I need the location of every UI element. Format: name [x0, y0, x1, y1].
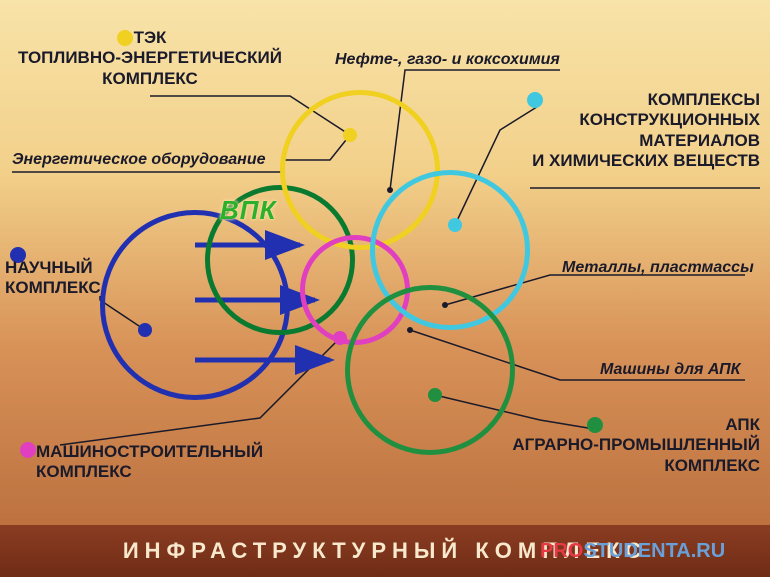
label-science: НАУЧНЫЙ КОМПЛЕКС: [5, 258, 101, 299]
watermark-pre: PRO: [540, 540, 583, 562]
label-materials: КОМПЛЕКСЫ КОНСТРУКЦИОННЫХ МАТЕРИАЛОВ И Х…: [500, 90, 760, 172]
inner-dot-apkm: [407, 327, 413, 333]
inner-dot-green: [428, 388, 442, 402]
inner-dot-metals: [442, 302, 448, 308]
inner-dot-blue: [138, 323, 152, 337]
inner-dot-yellow: [343, 128, 357, 142]
watermark: PROSTUDENTA.RU: [540, 540, 725, 563]
label-tek: ТЭК ТОПЛИВНО-ЭНЕРГЕТИЧЕСКИЙ КОМПЛЕКС: [10, 28, 290, 89]
inner-dot-magenta: [333, 331, 347, 345]
inner-dot-cyan: [448, 218, 462, 232]
circle-green: [345, 285, 515, 455]
inner-dot-chem: [387, 187, 393, 193]
dot-machine: [20, 442, 36, 458]
label-vpk: ВПК: [220, 195, 276, 226]
label-apkm: Машины для АПК: [600, 360, 740, 379]
label-machine: МАШИНОСТРОИТЕЛЬНЫЙ КОМПЛЕКС: [36, 442, 263, 483]
label-metals: Металлы, пластмассы: [562, 258, 754, 277]
label-energy: Энергетическое оборудование: [12, 150, 265, 169]
industrial-complexes-diagram: ТЭК ТОПЛИВНО-ЭНЕРГЕТИЧЕСКИЙ КОМПЛЕКС НАУ…: [0, 0, 770, 577]
label-chem: Нефте-, газо- и коксохимия: [335, 50, 560, 69]
label-apk: АПК АГРАРНО-ПРОМЫШЛЕННЫЙ КОМПЛЕКС: [500, 415, 760, 476]
watermark-post: STUDENTA.RU: [583, 540, 725, 562]
